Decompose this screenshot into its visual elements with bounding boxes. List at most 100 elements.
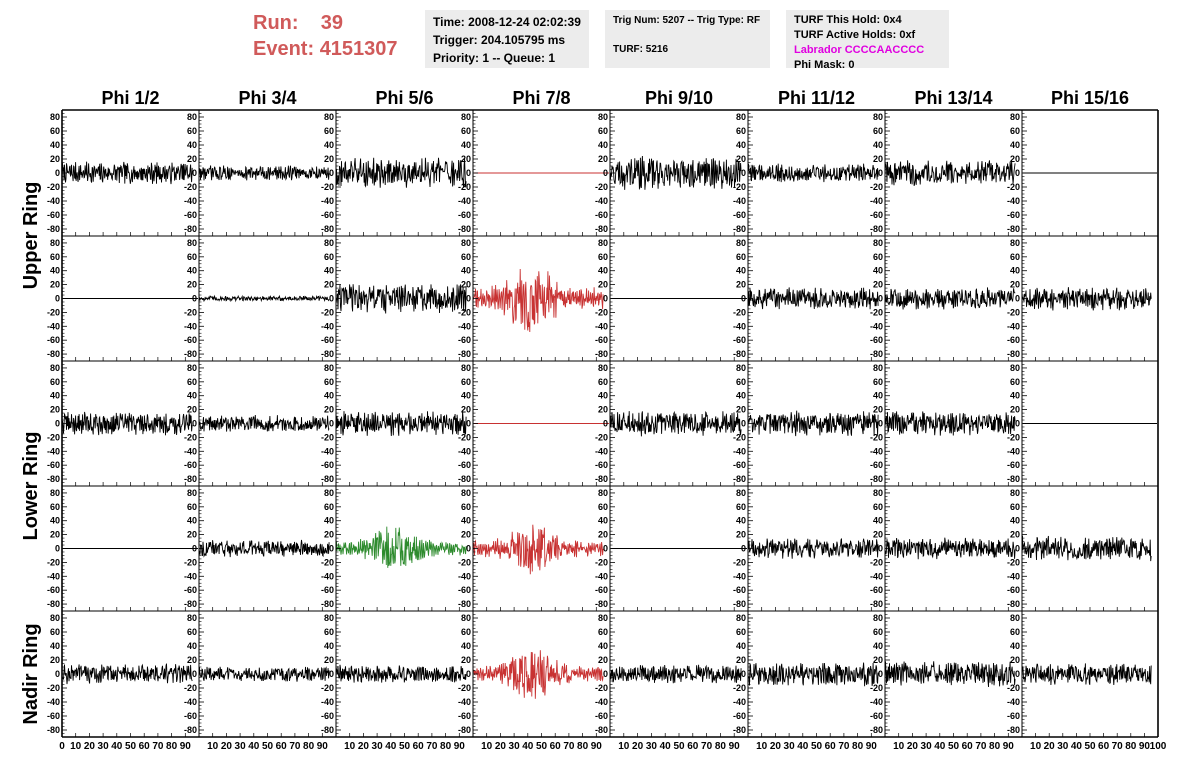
y-tick-label: -40 <box>595 196 608 206</box>
y-tick-label: 0 <box>466 419 471 429</box>
x-tick-label: 70 <box>1112 741 1124 752</box>
y-tick-label: 20 <box>461 655 471 665</box>
x-tick-label: 10 <box>893 741 905 752</box>
y-tick-label: 0 <box>603 419 608 429</box>
y-tick-label: -80 <box>733 224 746 234</box>
y-tick-label: -20 <box>184 557 197 567</box>
y-tick-label: 80 <box>873 363 883 373</box>
y-tick-label: -80 <box>1007 349 1020 359</box>
y-tick-label: -40 <box>321 571 334 581</box>
y-tick-label: 20 <box>187 405 197 415</box>
y-tick-label: 80 <box>324 488 334 498</box>
y-tick-label: 0 <box>55 419 60 429</box>
x-tick-label: 30 <box>784 741 796 752</box>
y-tick-label: -60 <box>733 335 746 345</box>
trace-r4-c6 <box>747 538 879 559</box>
run-event-box: Run: 39 Event: 4151307 <box>253 10 398 62</box>
trace-r2-c7 <box>884 287 1016 310</box>
trace-r3-c5 <box>609 410 742 437</box>
y-tick-label: 40 <box>461 140 471 150</box>
y-tick-label: -20 <box>1007 557 1020 567</box>
y-tick-label: -80 <box>733 474 746 484</box>
y-tick-label: -40 <box>595 446 608 456</box>
y-tick-label: 0 <box>466 669 471 679</box>
x-tick-label: 90 <box>454 741 466 752</box>
y-tick-label: -60 <box>47 585 60 595</box>
y-tick-label: -80 <box>595 224 608 234</box>
y-tick-label: 40 <box>736 391 746 401</box>
labrador-text: Labrador CCCCAACCCC <box>794 44 925 56</box>
y-tick-label: -80 <box>184 599 197 609</box>
y-tick-label: -40 <box>321 196 334 206</box>
y-tick-label: -60 <box>595 460 608 470</box>
y-tick-label: 0 <box>1015 544 1020 554</box>
y-tick-label: 0 <box>603 294 608 304</box>
y-tick-label: 0 <box>55 294 60 304</box>
y-tick-label: 0 <box>192 419 197 429</box>
y-tick-label: 0 <box>329 294 334 304</box>
y-tick-label: 60 <box>1010 252 1020 262</box>
y-tick-label: 60 <box>1010 627 1020 637</box>
y-tick-label: -60 <box>321 460 334 470</box>
y-tick-label: 40 <box>324 140 334 150</box>
y-tick-label: -20 <box>47 432 60 442</box>
y-tick-label: -20 <box>458 182 471 192</box>
y-tick-label: -60 <box>1007 585 1020 595</box>
column-header-2: Phi 3/4 <box>238 88 296 108</box>
x-tick-label: 60 <box>276 741 288 752</box>
y-tick-label: 60 <box>324 377 334 387</box>
x-tick-label: 40 <box>522 741 534 752</box>
y-tick-label: -60 <box>1007 711 1020 721</box>
y-tick-label: 0 <box>741 669 746 679</box>
y-tick-label: -60 <box>595 585 608 595</box>
y-tick-label: -60 <box>184 210 197 220</box>
x-tick-label: 20 <box>907 741 919 752</box>
y-tick-label: 0 <box>1015 168 1020 178</box>
y-tick-label: -80 <box>870 224 883 234</box>
y-tick-label: -20 <box>321 182 334 192</box>
y-tick-label: 80 <box>50 488 60 498</box>
y-tick-label: -40 <box>458 321 471 331</box>
y-tick-label: 40 <box>50 266 60 276</box>
y-tick-label: 60 <box>50 377 60 387</box>
y-tick-label: 0 <box>1015 294 1020 304</box>
y-tick-label: -20 <box>733 432 746 442</box>
x-tick-label: 20 <box>1044 741 1056 752</box>
y-tick-label: -20 <box>47 307 60 317</box>
y-tick-label: 80 <box>736 613 746 623</box>
y-tick-label: 80 <box>187 363 197 373</box>
y-tick-label: 0 <box>466 544 471 554</box>
y-tick-label: -20 <box>184 683 197 693</box>
y-tick-label: 40 <box>736 641 746 651</box>
y-tick-label: -20 <box>595 182 608 192</box>
x-tick-label: 60 <box>413 741 425 752</box>
y-tick-label: -60 <box>184 585 197 595</box>
y-tick-label: 80 <box>187 112 197 122</box>
y-tick-label: -80 <box>1007 725 1020 735</box>
trace-r4-c4 <box>472 524 604 575</box>
y-tick-label: 60 <box>187 627 197 637</box>
y-tick-label: 0 <box>741 294 746 304</box>
y-tick-label: -40 <box>47 571 60 581</box>
x-tick-label: 10 <box>207 741 219 752</box>
x-tick-label: 60 <box>825 741 837 752</box>
y-tick-label: 60 <box>873 126 883 136</box>
y-tick-label: 20 <box>736 154 746 164</box>
y-tick-label: -20 <box>733 182 746 192</box>
y-tick-label: -20 <box>595 557 608 567</box>
trace-r3-c6 <box>747 410 879 437</box>
x-tick-label: 30 <box>509 741 521 752</box>
y-tick-label: 60 <box>50 627 60 637</box>
y-tick-label: 20 <box>187 154 197 164</box>
y-tick-label: 20 <box>50 405 60 415</box>
x-tick-label: 50 <box>399 741 411 752</box>
x-tick-label: 40 <box>660 741 672 752</box>
x-tick-label: 60 <box>962 741 974 752</box>
y-tick-label: -60 <box>321 335 334 345</box>
y-tick-label: 20 <box>873 530 883 540</box>
x-tick-label: 70 <box>426 741 438 752</box>
y-tick-label: 20 <box>873 405 883 415</box>
y-tick-label: -60 <box>458 335 471 345</box>
x-tick-label: 80 <box>440 741 452 752</box>
